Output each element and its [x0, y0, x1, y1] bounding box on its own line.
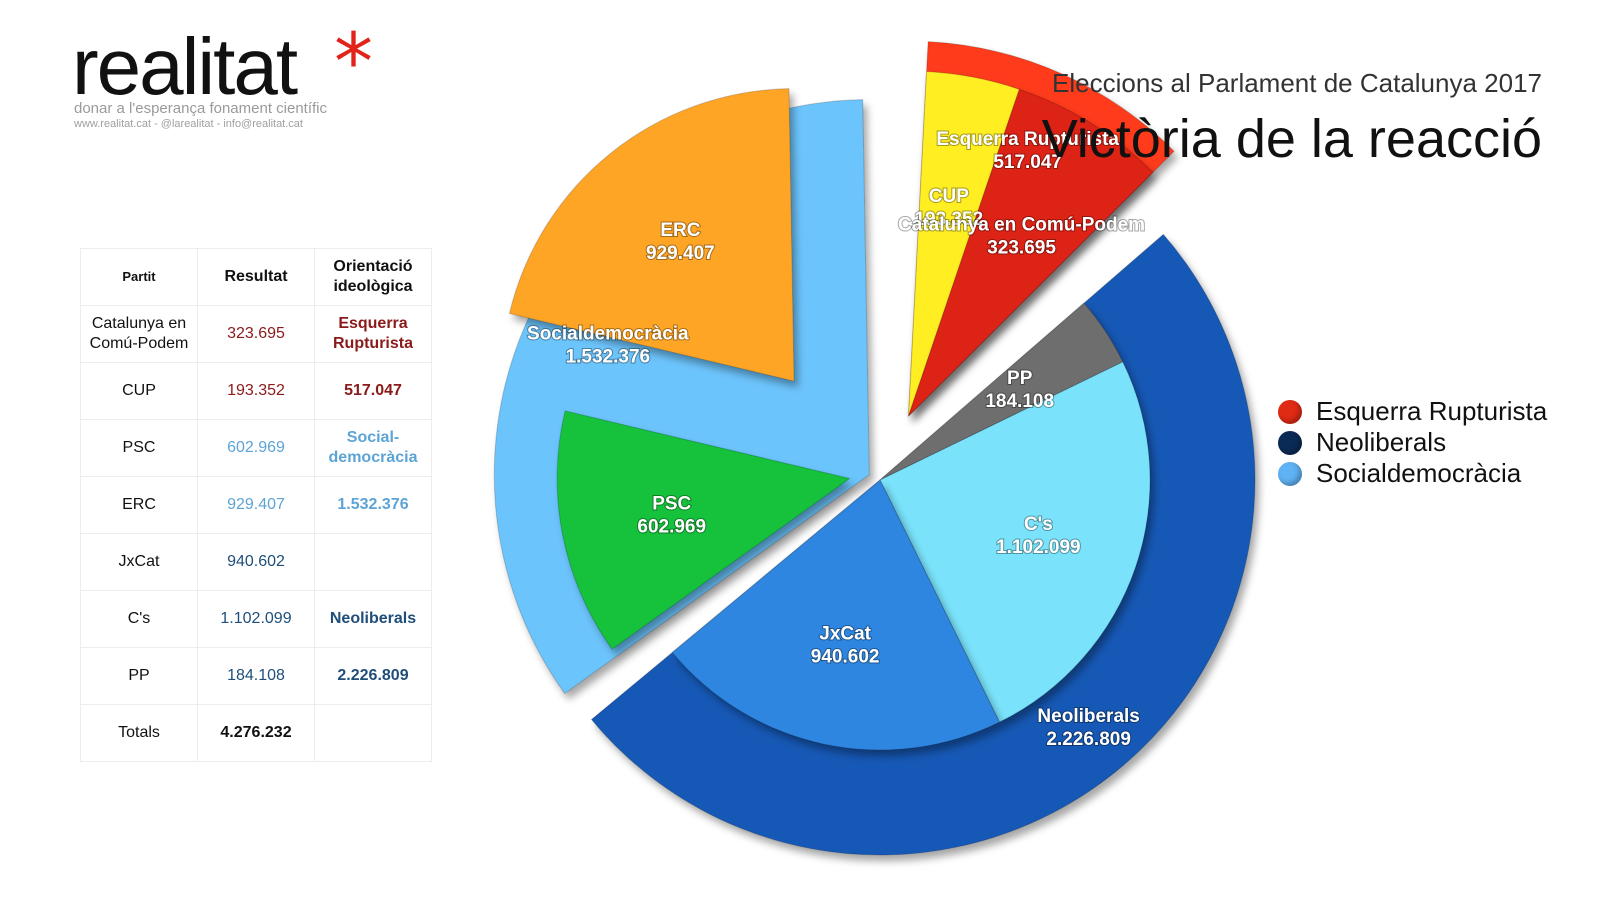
- table-totals-row: Totals 4.276.232: [80, 704, 432, 762]
- orientation-cell: 517.047: [314, 362, 432, 420]
- totals-orientation: [314, 704, 432, 762]
- table-row: C's 1.102.099 Neoliberals: [80, 590, 432, 648]
- legend-swatch: [1278, 461, 1302, 486]
- orientation-cell: Social-democràcia: [314, 419, 432, 477]
- party-cell: CUP: [80, 362, 198, 420]
- orientation-cell: Esquerra Rupturista: [314, 305, 432, 363]
- logo-wordmark: realitat: [72, 22, 298, 111]
- result-cell: 940.602: [197, 533, 315, 591]
- result-cell: 1.102.099: [197, 590, 315, 648]
- orientation-cell: [314, 533, 432, 591]
- party-label-catalunya-en-comu-podem: Catalunya en Comú-Podem 323.695: [898, 214, 1145, 258]
- table-row: Catalunya en Comú-Podem 323.695 Esquerra…: [80, 305, 432, 363]
- party-label-psc: PSC 602.969: [637, 494, 706, 538]
- logo-contact: www.realitat.cat - @larealitat - info@re…: [74, 118, 303, 130]
- group-label-socialdemocracia: Socialdemocràcia 1.532.376: [527, 323, 689, 367]
- party-slice-c-s: [879, 361, 1151, 723]
- party-label-cup: CUP 193.352: [914, 186, 983, 230]
- logo-asterisk: *: [334, 18, 373, 108]
- result-cell: 602.969: [197, 419, 315, 477]
- party-cell: JxCat: [80, 533, 198, 591]
- orientation-cell: 2.226.809: [314, 647, 432, 705]
- result-cell: 184.108: [197, 647, 315, 705]
- orientation-cell: Neoliberals: [314, 590, 432, 648]
- legend-item: Esquerra Rupturista: [1278, 396, 1547, 427]
- legend-item: Socialdemocràcia: [1278, 458, 1547, 489]
- header-party: Partit: [80, 248, 198, 306]
- table-row: JxCat 940.602: [80, 533, 432, 591]
- logo: realitat * donar a l'esperança fonament …: [72, 22, 392, 142]
- party-slice-catalunya-en-comu-podem: [908, 88, 1154, 417]
- party-label-erc: ERC 929.407: [646, 220, 715, 264]
- result-cell: 323.695: [197, 305, 315, 363]
- result-cell: 929.407: [197, 476, 315, 534]
- party-cell: Catalunya en Comú-Podem: [80, 305, 198, 363]
- party-slice-jxcat: [671, 479, 1001, 751]
- chart-title: Victòria de la reacció: [1041, 109, 1542, 169]
- logo-tagline: donar a l'esperança fonament científic: [74, 100, 328, 117]
- orientation-cell: 1.532.376: [314, 476, 432, 534]
- table-row: PP 184.108 2.226.809: [80, 647, 432, 705]
- chart-subtitle: Eleccions al Parlament de Catalunya 2017: [1052, 68, 1542, 98]
- table-row: CUP 193.352 517.047: [80, 362, 432, 420]
- group-label-esquerra-rupturista: Esquerra Rupturista 517.047: [936, 129, 1119, 173]
- legend-label: Esquerra Rupturista: [1316, 396, 1548, 426]
- header-orientation: Orientació ideològica: [314, 248, 432, 306]
- party-slice-erc: [508, 88, 795, 382]
- party-label-c-s: C's 1.102.099: [996, 514, 1081, 558]
- header-result: Resultat: [197, 248, 315, 306]
- table-row: ERC 929.407 1.532.376: [80, 476, 432, 534]
- totals-value: 4.276.232: [197, 704, 315, 762]
- legend: Esquerra Rupturista Neoliberals Socialde…: [1278, 396, 1547, 489]
- party-cell: PP: [80, 647, 198, 705]
- result-cell: 193.352: [197, 362, 315, 420]
- legend-label: Neoliberals: [1316, 427, 1447, 457]
- party-cell: ERC: [80, 476, 198, 534]
- party-label-jxcat: JxCat 940.602: [811, 624, 880, 668]
- party-label-pp: PP 184.108: [985, 368, 1054, 412]
- group-label-neoliberals: Neoliberals 2.226.809: [1037, 706, 1139, 750]
- legend-swatch: [1278, 399, 1302, 424]
- table-header-row: Partit Resultat Orientació ideològica: [80, 248, 432, 306]
- party-cell: C's: [80, 590, 198, 648]
- legend-swatch: [1278, 430, 1302, 455]
- table-row: PSC 602.969 Social-democràcia: [80, 419, 432, 477]
- results-table: Partit Resultat Orientació ideològica Ca…: [80, 248, 432, 762]
- legend-label: Socialdemocràcia: [1316, 458, 1522, 488]
- legend-item: Neoliberals: [1278, 427, 1547, 458]
- party-cell: PSC: [80, 419, 198, 477]
- party-slice-psc: [556, 410, 851, 650]
- totals-label: Totals: [80, 704, 198, 762]
